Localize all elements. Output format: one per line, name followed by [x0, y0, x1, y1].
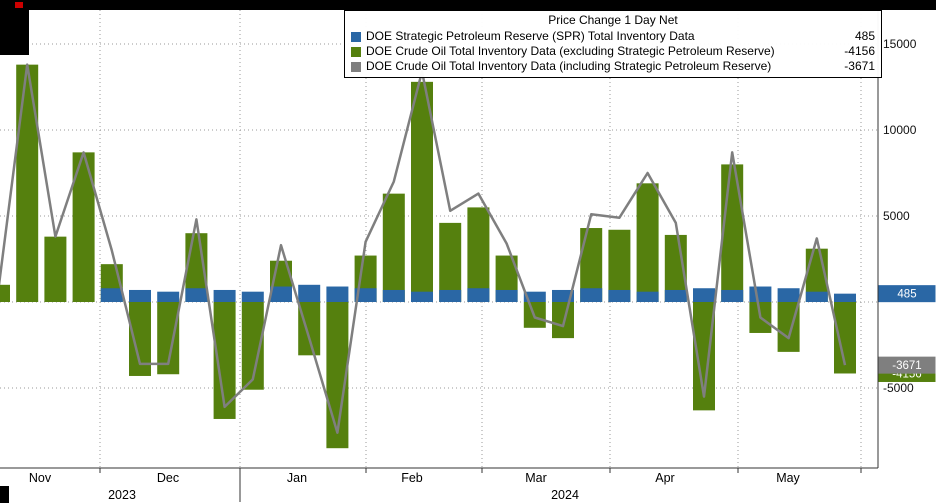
- legend-swatch-inc-spr: [351, 61, 361, 72]
- spr-inventory-bar: [213, 289, 236, 302]
- spr-inventory-bar: [834, 293, 856, 302]
- y-axis-tick-label: 5000: [883, 209, 910, 223]
- legend-value-spr: 485: [854, 29, 875, 43]
- spr-inventory-bar: [636, 291, 659, 302]
- legend-label-inc-spr: DOE Crude Oil Total Inventory Data (incl…: [366, 59, 772, 73]
- spr-inventory-bar: [805, 291, 828, 302]
- crude-inventory-bar: [0, 284, 10, 302]
- crude-inventory-bar: [636, 183, 659, 302]
- month-label: Dec: [157, 471, 179, 485]
- spr-inventory-bar: [777, 288, 800, 302]
- legend-swatch-spr: [351, 31, 361, 42]
- crude-inventory-bar: [382, 193, 405, 302]
- crude-inventory-bar: [608, 229, 631, 302]
- spr-inventory-bar: [185, 288, 208, 302]
- spr-inventory-bar: [100, 288, 123, 302]
- month-label: Jan: [287, 471, 307, 485]
- crude-inventory-bar: [834, 302, 856, 374]
- terminal-top-strip: [0, 0, 936, 10]
- crude-inventory-bar: [721, 164, 744, 302]
- crude-inventory-bar: [157, 302, 180, 375]
- spr-inventory-bar: [241, 291, 264, 302]
- terminal-corner-top-left: [0, 10, 29, 55]
- crude-inventory-bar: [411, 81, 433, 302]
- crude-inventory-bar: [580, 228, 603, 302]
- spr-inventory-bar: [693, 288, 715, 302]
- crude-inventory-bar: [467, 207, 490, 302]
- crude-inventory-bar: [72, 152, 95, 302]
- y-axis-tick-label: 15000: [883, 37, 917, 51]
- spr-inventory-bar: [382, 289, 405, 302]
- spr-inventory-bar: [580, 288, 603, 302]
- axis-value-badge-label: -3671: [892, 360, 921, 372]
- month-label: Apr: [655, 471, 674, 485]
- crude-inventory-bar: [16, 64, 39, 302]
- spr-inventory-bar: [749, 286, 772, 302]
- legend-value-inc-spr: -3671: [844, 59, 875, 73]
- year-label: 2024: [551, 488, 579, 502]
- legend-label-ex-spr: DOE Crude Oil Total Inventory Data (excl…: [366, 44, 775, 58]
- legend-row-inc-spr: DOE Crude Oil Total Inventory Data (incl…: [351, 59, 875, 74]
- spr-inventory-bar: [552, 289, 574, 302]
- crude-inventory-bar: [552, 302, 574, 339]
- month-label: Nov: [29, 471, 52, 485]
- spr-inventory-bar: [523, 291, 546, 302]
- crude-inventory-bar: [44, 236, 67, 302]
- legend-value-ex-spr: -4156: [844, 44, 875, 58]
- legend-row-ex-spr: DOE Crude Oil Total Inventory Data (excl…: [351, 44, 875, 59]
- red-indicator-dot: [15, 2, 23, 8]
- spr-inventory-bar: [608, 289, 631, 302]
- year-label: 2023: [108, 488, 136, 502]
- crude-inventory-bar: [693, 302, 715, 411]
- spr-inventory-bar: [495, 289, 518, 302]
- spr-inventory-bar: [157, 291, 180, 302]
- spr-inventory-bar: [721, 289, 744, 302]
- spr-inventory-bar: [354, 288, 377, 302]
- crude-inventory-bar: [241, 302, 264, 390]
- axis-value-badge: [878, 285, 936, 303]
- legend-label-spr: DOE Strategic Petroleum Reserve (SPR) To…: [366, 29, 695, 43]
- chart-legend: Price Change 1 Day Net DOE Strategic Pet…: [344, 10, 882, 78]
- month-label: Mar: [525, 471, 547, 485]
- month-label: May: [776, 471, 800, 485]
- terminal-corner-bottom-left: [0, 486, 9, 503]
- crude-inventory-bar: [213, 302, 236, 419]
- spr-inventory-bar: [467, 288, 490, 302]
- legend-swatch-ex-spr: [351, 46, 361, 57]
- y-axis-tick-label: -5000: [883, 381, 914, 395]
- crude-inventory-bar: [129, 302, 151, 376]
- spr-inventory-bar: [411, 291, 433, 302]
- month-label: Feb: [401, 471, 423, 485]
- y-axis-tick-label: 10000: [883, 123, 917, 137]
- crude-inventory-bar: [439, 222, 462, 302]
- spr-inventory-bar: [270, 286, 292, 302]
- legend-row-spr: DOE Strategic Petroleum Reserve (SPR) To…: [351, 29, 875, 44]
- axis-value-badge-label: 485: [897, 289, 916, 301]
- crude-inventory-bar: [298, 302, 321, 356]
- spr-inventory-bar: [326, 286, 349, 302]
- spr-inventory-bar: [298, 284, 321, 302]
- spr-inventory-bar: [664, 289, 687, 302]
- chart-title: Price Change 1 Day Net: [548, 13, 678, 27]
- axis-value-badge: [878, 356, 936, 374]
- spr-inventory-bar: [129, 289, 151, 302]
- spr-inventory-bar: [439, 289, 462, 302]
